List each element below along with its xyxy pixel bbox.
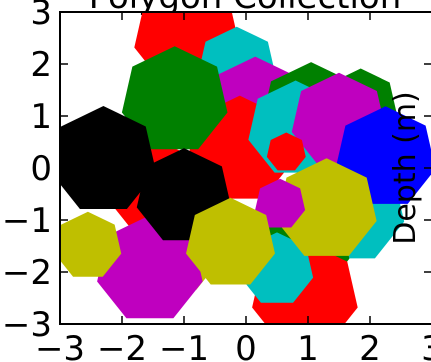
y-tick-label: 2 [30, 45, 52, 85]
scatter-point-21 [97, 215, 203, 319]
scatter-point-17 [255, 178, 306, 228]
x-tick-label: 0 [235, 329, 257, 362]
x-tick-label: 3 [421, 329, 431, 362]
x-tick-label: 1 [297, 329, 319, 362]
scatter-point-18 [266, 132, 306, 171]
x-tick-label: 2 [359, 329, 381, 362]
scatter-point-23 [60, 211, 122, 277]
x-axis: −3 −2 −1 0 1 2 3 [35, 12, 431, 362]
x-tick-label: −3 [35, 329, 85, 362]
y-axis-label: Depth (m) [388, 91, 423, 245]
y-tick-label: 1 [30, 97, 52, 137]
scatter-point-16 [276, 158, 377, 256]
y-axis: 3 2 1 0 −1 −2 −3 [2, 0, 431, 345]
scatter-point-8 [121, 46, 228, 150]
scatter-point-25 [186, 197, 275, 285]
x-tick-label: −2 [97, 329, 147, 362]
x-tick-label: −1 [159, 329, 209, 362]
y-tick-label: −3 [2, 305, 52, 345]
y-tick-label: −2 [2, 253, 52, 293]
plot-area [60, 12, 431, 324]
y-tick-label: 0 [30, 149, 52, 189]
y-tick-label: 3 [30, 0, 52, 33]
y-tick-label: −1 [2, 201, 52, 241]
chart-title: Polygon Collection [89, 0, 402, 17]
scatter-point-22 [60, 106, 157, 209]
